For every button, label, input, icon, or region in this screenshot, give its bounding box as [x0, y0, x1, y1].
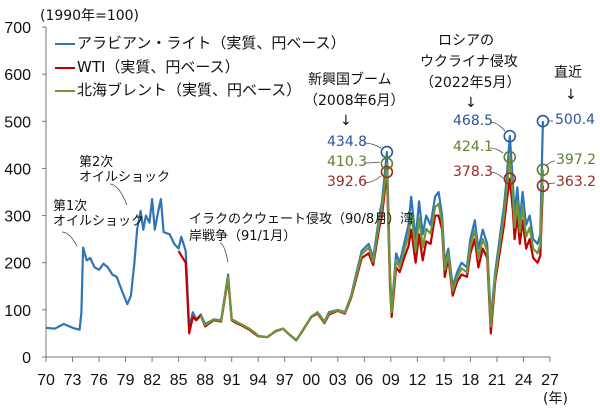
- annotation-gulf-war-2: 岸戦争（91/1月）: [189, 229, 297, 244]
- annotation-emerging-1: 新興国ブーム: [308, 72, 392, 88]
- x-tick-label: 24: [515, 372, 533, 389]
- y-tick-label: 400: [4, 161, 31, 178]
- latest-blue: 500.4: [555, 112, 596, 128]
- unit-note: (1990年=100): [40, 8, 140, 24]
- leader-latest-green: [545, 160, 556, 167]
- leader-2022-green: [489, 147, 504, 154]
- peak-marker-latest: [536, 179, 550, 193]
- annotation-second-shock-2: オイルショック: [79, 170, 171, 185]
- peak-marker-latest: [536, 114, 550, 128]
- leader-2008-green: [363, 161, 381, 164]
- y-tick-label: 500: [4, 114, 31, 131]
- y-tick-label: 700: [4, 20, 31, 37]
- x-tick-label: 91: [223, 372, 241, 389]
- x-tick-label: 15: [435, 372, 453, 389]
- x-tick-label: 00: [302, 372, 320, 389]
- x-tick-label: 82: [143, 372, 161, 389]
- annotation-latest: 直近: [554, 65, 582, 81]
- series-line-brent: [199, 156, 544, 342]
- legend-label: WTI（実質、円ベース）: [77, 58, 240, 76]
- annotation-gulf-war-1: イラクのクウェート侵攻（90/8月）湾: [189, 212, 414, 227]
- x-tick-label: 94: [249, 372, 267, 389]
- arrow-gulf-war: [219, 242, 229, 263]
- x-tick-label: 27: [541, 372, 559, 389]
- arrow-2008: ↓: [340, 113, 352, 129]
- y-tick-label: 300: [4, 209, 31, 226]
- legend-item-wti: WTI（実質、円ベース）: [55, 59, 240, 76]
- legend-swatch-green: [55, 89, 75, 92]
- leader-2008-red: [363, 175, 382, 184]
- latest-red: 363.2: [556, 174, 597, 190]
- y-tick-label: 200: [4, 256, 31, 273]
- x-tick-label: 85: [170, 372, 188, 389]
- peak-marker-2008: [380, 165, 394, 179]
- x-tick-label: 97: [276, 372, 294, 389]
- leader-2022-blue: [489, 121, 506, 132]
- annotation-second-shock-1: 第2次: [79, 155, 114, 170]
- leader-2022-red: [489, 171, 504, 179]
- leader-latest-red: [547, 182, 556, 185]
- x-tick-label: 70: [37, 372, 55, 389]
- peak-2008-blue: 434.8: [327, 134, 368, 150]
- annotation-ukraine-3: （2022年5月）: [420, 75, 521, 91]
- peak-2022-green: 424.1: [453, 139, 494, 155]
- x-tick-label: 03: [329, 372, 347, 389]
- legend-swatch-red: [55, 66, 75, 69]
- annotation-ukraine-1: ロシアの: [438, 33, 494, 49]
- arrow-2022: ↓: [465, 95, 477, 111]
- peak-marker-2008: [380, 157, 394, 170]
- y-tick-label: 100: [4, 303, 31, 320]
- annotation-first-shock-2: オイルショック: [53, 214, 145, 229]
- x-tick-label: 21: [488, 372, 506, 389]
- x-tick-label: 79: [117, 372, 135, 389]
- peak-marker-2022: [503, 129, 517, 143]
- peak-marker-latest: [536, 163, 550, 177]
- arrow-latest: ↓: [565, 87, 577, 103]
- legend-label: アラビアン・ライト（実質、円ベース）: [77, 34, 346, 52]
- x-tick-label: 06: [355, 372, 373, 389]
- leader-2008-blue: [363, 142, 382, 149]
- x-tick-label: 73: [64, 372, 82, 389]
- peak-2008-red: 392.6: [327, 174, 368, 190]
- legend-label: 北海ブレント（実質、円ベース）: [77, 81, 302, 99]
- annotation-ukraine-2: ウクライナ侵攻: [420, 54, 518, 70]
- legend-item-brent: 北海ブレント（実質、円ベース）: [55, 82, 301, 99]
- x-tick-label: 09: [382, 372, 400, 389]
- arrow-second-shock: [109, 183, 128, 206]
- y-tick-label: 0: [22, 350, 31, 367]
- x-axis-unit: (年): [543, 391, 568, 407]
- x-tick-label: 12: [408, 372, 426, 389]
- peak-marker-2022: [503, 150, 517, 164]
- x-tick-label: 18: [462, 372, 480, 389]
- annotation-emerging-2: （2008年6月）: [304, 93, 405, 109]
- peak-marker-2022: [503, 172, 517, 185]
- peak-2022-red: 378.3: [453, 164, 494, 180]
- legend-item-arabian-light: アラビアン・ライト（実質、円ベース）: [55, 35, 346, 52]
- peak-2008-green: 410.3: [327, 154, 368, 170]
- x-tick-label: 88: [196, 372, 214, 389]
- legend-swatch-blue: [55, 42, 75, 45]
- peak-2022-blue: 468.5: [453, 113, 494, 129]
- annotation-first-shock-1: 第1次: [53, 199, 88, 214]
- latest-green: 397.2: [556, 152, 597, 168]
- arrow-first-shock: [61, 231, 78, 247]
- x-tick-label: 76: [90, 372, 108, 389]
- y-tick-label: 600: [4, 67, 31, 84]
